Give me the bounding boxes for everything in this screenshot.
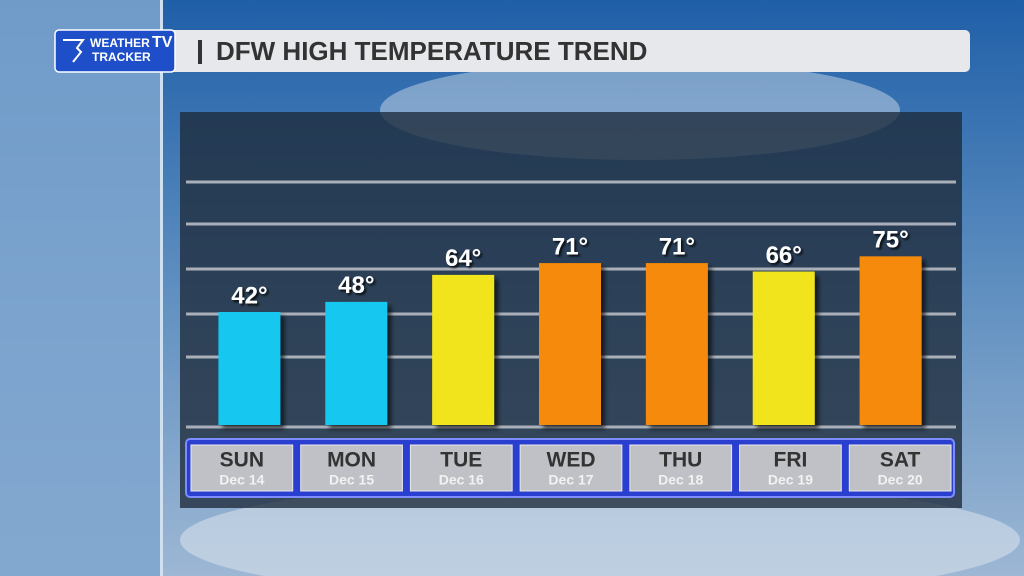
x-tick-label: SUN: [220, 449, 264, 472]
side-panel: [0, 0, 160, 576]
x-tick-label: SAT: [880, 449, 921, 472]
bar: [645, 263, 708, 425]
bar: [218, 311, 281, 425]
date-label: Dec 15: [329, 472, 374, 488]
date-label: Dec 19: [768, 472, 813, 488]
x-tick-label: TUE: [440, 449, 482, 472]
value-label: 75°: [872, 227, 908, 254]
value-label: 71°: [552, 233, 588, 260]
bar: [539, 263, 601, 425]
x-tick-label: MON: [327, 449, 376, 472]
date-label: Dec 20: [878, 472, 923, 488]
logo-text: WEATHER: [90, 36, 150, 50]
title-separator: [198, 40, 202, 64]
date-label: Dec 18: [658, 472, 703, 488]
chart-title: DFW HIGH TEMPERATURE TREND: [216, 36, 647, 66]
value-label: 42°: [231, 282, 267, 309]
value-label: 64°: [445, 245, 481, 272]
value-label: 71°: [659, 233, 695, 260]
x-tick-label: THU: [659, 449, 702, 472]
date-label: Dec 17: [548, 472, 593, 488]
side-panel-edge: [160, 0, 163, 576]
title-bar: [55, 30, 970, 72]
date-label: Dec 14: [219, 472, 264, 488]
logo-badge: TV: [152, 34, 173, 51]
day-cell: [739, 444, 842, 492]
day-cell: [629, 444, 733, 492]
logo-box: [54, 29, 176, 73]
day-cell: [848, 444, 952, 492]
value-label: 48°: [338, 272, 374, 299]
bar: [752, 271, 815, 425]
day-cell: [190, 444, 294, 492]
day-cell: [519, 444, 623, 492]
logo-icon: [63, 39, 85, 63]
day-cell: [300, 444, 403, 492]
bar: [859, 256, 922, 425]
day-cell: [409, 444, 513, 492]
bar: [325, 301, 388, 425]
value-label: 66°: [766, 242, 802, 269]
x-tick-label: FRI: [774, 449, 808, 472]
x-tick-label: WED: [547, 449, 596, 472]
bar: [432, 274, 495, 425]
date-label: Dec 16: [439, 472, 484, 488]
logo-text: TRACKER: [92, 50, 151, 64]
